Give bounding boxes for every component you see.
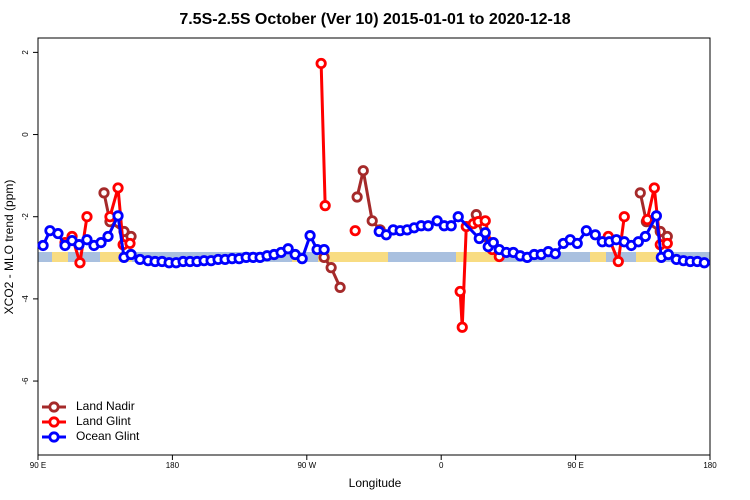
data-point [112,182,124,194]
land-band [636,252,666,262]
x-tick-label: 180 [166,461,180,470]
chart-title: 7.5S-2.5S October (Ver 10) 2015-01-01 to… [179,11,570,28]
data-point [571,237,583,250]
data-point [618,211,630,223]
legend-marker [48,431,60,443]
data-point [349,225,361,237]
data-point [456,321,468,333]
data-point [648,182,660,194]
land-band [456,252,500,262]
x-axis-label: Longitude [349,476,402,490]
data-point [52,227,64,240]
data-point [304,230,316,242]
data-point [487,236,499,249]
data-point [98,187,110,199]
data-point [81,234,93,246]
data-point [380,229,392,241]
x-tick-label: 0 [439,461,444,470]
data-point [282,243,294,255]
data-point [431,215,443,227]
data-point [73,239,85,251]
data-point [589,229,601,241]
data-point [318,243,330,256]
data-point [422,220,434,232]
data-point [315,57,327,70]
data-point [639,230,651,243]
land-band [52,252,68,262]
y-tick-label: -4 [21,295,30,303]
data-point [479,227,491,239]
y-tick-label: 2 [21,50,30,55]
data-point [334,281,346,293]
x-tick-label: 90 W [297,461,316,470]
data-point [319,200,331,212]
data-point [124,237,136,250]
data-point [641,213,653,226]
data-point [112,210,124,222]
data-point [612,255,624,268]
data-point [81,211,93,223]
data-point [59,239,71,252]
data-point [37,239,49,252]
data-point [650,210,662,222]
data-point [351,191,363,203]
data-point [454,285,466,298]
data-point [296,253,308,265]
y-axis-label: XCO2 - MLO trend (ppm) [2,180,16,315]
y-tick-label: -6 [21,377,30,385]
data-point [102,230,114,243]
x-tick-label: 90 E [567,461,583,470]
data-point [662,248,674,261]
data-point [357,165,369,177]
legend-label: Land Nadir [76,399,135,413]
land-band [318,252,388,262]
data-point [325,262,337,274]
data-point [698,257,710,269]
x-tick-label: 180 [703,461,717,470]
data-point [95,236,107,249]
y-tick-label: 0 [21,132,30,137]
data-point [74,257,86,269]
data-point [452,211,464,223]
legend-marker [48,416,60,428]
data-point [634,187,646,199]
land-band [100,252,132,262]
data-point [125,248,137,261]
data-point [661,237,673,250]
legend-marker [48,401,60,413]
legend-label: Land Glint [76,414,131,428]
data-point [580,225,592,237]
data-point [479,215,491,227]
data-point [445,220,457,232]
land-band [590,252,606,262]
data-point [549,248,561,260]
legend-label: Ocean Glint [76,429,140,443]
data-point [366,215,378,227]
y-tick-label: -2 [21,213,30,221]
x-tick-label: 90 E [30,461,46,470]
data-point [632,236,644,248]
